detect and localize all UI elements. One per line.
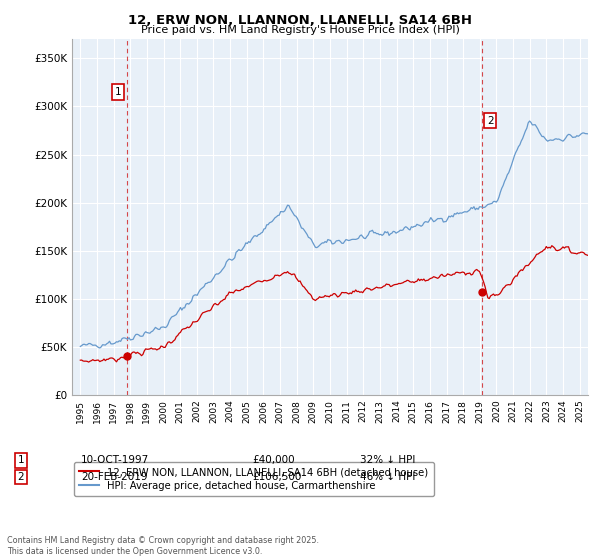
Text: 1: 1 [115, 87, 122, 97]
Text: 20-FEB-2019: 20-FEB-2019 [81, 472, 148, 482]
Text: 46% ↓ HPI: 46% ↓ HPI [360, 472, 415, 482]
Text: 1: 1 [17, 455, 25, 465]
Legend: 12, ERW NON, LLANNON, LLANELLI, SA14 6BH (detached house), HPI: Average price, d: 12, ERW NON, LLANNON, LLANELLI, SA14 6BH… [74, 462, 434, 496]
Text: £40,000: £40,000 [252, 455, 295, 465]
Text: 12, ERW NON, LLANNON, LLANELLI, SA14 6BH: 12, ERW NON, LLANNON, LLANELLI, SA14 6BH [128, 14, 472, 27]
Text: 2: 2 [17, 472, 25, 482]
Text: 10-OCT-1997: 10-OCT-1997 [81, 455, 149, 465]
Text: Price paid vs. HM Land Registry's House Price Index (HPI): Price paid vs. HM Land Registry's House … [140, 25, 460, 35]
Text: 32% ↓ HPI: 32% ↓ HPI [360, 455, 415, 465]
Text: Contains HM Land Registry data © Crown copyright and database right 2025.
This d: Contains HM Land Registry data © Crown c… [7, 536, 319, 556]
Text: 2: 2 [487, 116, 494, 126]
Text: £106,500: £106,500 [252, 472, 301, 482]
